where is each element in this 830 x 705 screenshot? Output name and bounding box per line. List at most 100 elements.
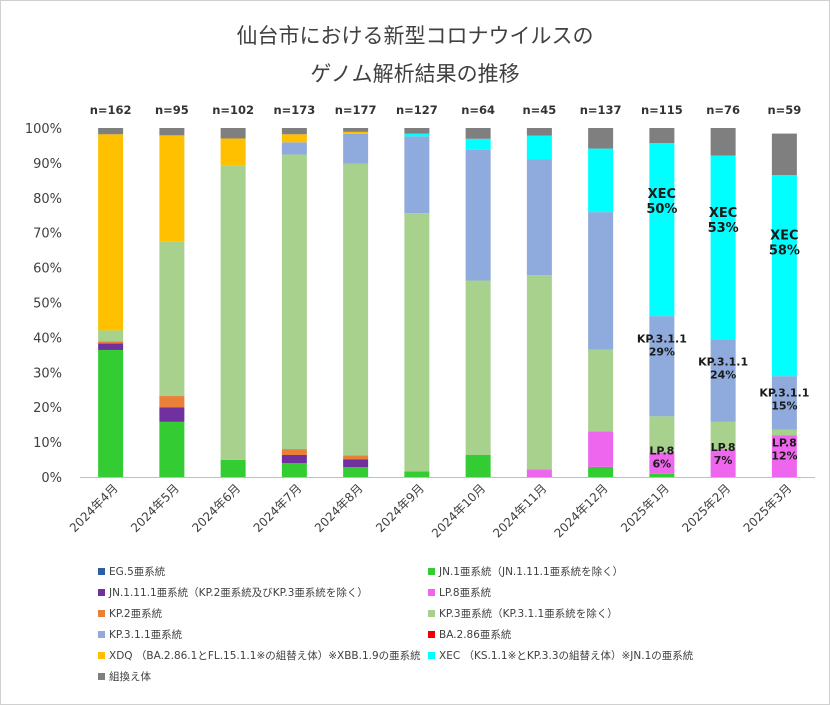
bar-segment-kp3 [343, 163, 369, 456]
y-tick-label: 50% [33, 297, 62, 312]
legend-item-ba286: BA.2.86亜系統 [428, 627, 511, 642]
bar-segment-rec [343, 128, 369, 132]
x-tick-label: 2025年1月 [618, 481, 672, 535]
bar-segment-kp311 [343, 133, 369, 164]
legend-label: EG.5亜系統 [109, 566, 166, 578]
x-tick-label: 2024年10月 [429, 481, 488, 540]
y-tick-label: 80% [33, 192, 62, 207]
bar-segment-jn1111 [98, 343, 124, 350]
bar-segment-jn1 [220, 459, 246, 477]
annotation-value: 7% [714, 454, 733, 467]
annotation-label: LP.8 [649, 444, 674, 457]
annotation-value: 53% [708, 221, 739, 236]
legend-swatch [428, 652, 435, 659]
y-tick-label: 100% [25, 122, 62, 137]
bar-segment-kp3 [771, 429, 797, 436]
legend-swatch [98, 589, 105, 596]
legend-label: 組換え体 [109, 671, 151, 683]
bar-segment-kp2 [281, 449, 307, 456]
bar-segment-xec [649, 143, 675, 317]
bar-segment-rec [220, 128, 246, 139]
legend-item-jn1111: JN.1.11.1亜系統（KP.2亜系統及びKP.3亜系統を除く） [98, 585, 368, 600]
y-tick-label: 40% [33, 331, 62, 346]
bar-segment-kp3 [526, 275, 552, 470]
bar-segment-xec [588, 148, 614, 213]
bar-segment-kp311 [404, 136, 430, 214]
legend-item-kp3: KP.3亜系統（KP.3.1.1亜系統を除く） [428, 606, 618, 621]
bar-segment-jn1 [649, 473, 675, 477]
sample-size-label: n=162 [90, 103, 132, 117]
annotation-value: 24% [710, 368, 736, 381]
x-tick-label: 2024年5月 [128, 481, 182, 535]
legend-label: JN.1.11.1亜系統（KP.2亜系統及びKP.3亜系統を除く） [109, 587, 368, 599]
annotation-label: KP.3.1.1 [698, 355, 748, 368]
bar-segment-jn1 [343, 467, 369, 477]
x-tick-label: 2025年3月 [741, 481, 795, 535]
bar-segment-xec [710, 155, 736, 340]
bar-segment-kp3 [281, 154, 307, 450]
legend-item-xdq: XDQ （BA.2.86.1とFL.15.1.1※の組替え体）※XBB.1.9の… [98, 648, 421, 663]
bar-segment-kp3 [404, 213, 430, 472]
chart-title-line2: ゲノム解析結果の推移 [310, 62, 520, 86]
y-tick-label: 30% [33, 366, 62, 381]
y-tick-label: 20% [33, 401, 62, 416]
x-tick-label: 2024年11月 [490, 481, 549, 540]
legend-label: KP.3亜系統（KP.3.1.1亜系統を除く） [439, 608, 618, 620]
bar-segment-kp3 [710, 421, 736, 450]
legend-item-jn1: JN.1亜系統（JN.1.11.1亜系統を除く） [428, 564, 623, 579]
sample-size-label: n=59 [767, 103, 801, 117]
bar-segment-lp8 [771, 435, 797, 477]
annotation-label: KP.3.1.1 [759, 387, 809, 400]
annotation-value: 50% [646, 202, 677, 217]
annotation-label: XEC [648, 187, 676, 202]
legend-label: XEC （KS.1.1※とKP.3.3の組替え体）※JN.1の亜系統 [439, 650, 694, 662]
legend-item-kp311: KP.3.1.1亜系統 [98, 627, 182, 642]
legend-item-xec: XEC （KS.1.1※とKP.3.3の組替え体）※JN.1の亜系統 [428, 648, 693, 663]
bar-segment-jn1111 [281, 455, 307, 464]
bar-segment-kp311 [281, 142, 307, 155]
legend-swatch [428, 610, 435, 617]
bar-segment-lp8 [649, 452, 675, 474]
bar-segment-lp8 [588, 431, 614, 467]
legend-label: JN.1亜系統（JN.1.11.1亜系統を除く） [439, 566, 624, 578]
bar-segment-rec [526, 128, 552, 136]
bar-segment-kp3 [588, 349, 614, 432]
bar-segment-kp2 [98, 341, 124, 344]
x-tick-label: 2025年2月 [679, 481, 733, 535]
bar-segment-xec [465, 138, 491, 150]
x-tick-label: 2024年8月 [312, 481, 366, 535]
bar-segment-rec [404, 128, 430, 134]
y-tick-label: 0% [41, 471, 62, 486]
bar-segment-kp3 [159, 241, 185, 397]
annotation-label: XEC [770, 229, 798, 244]
bar-segment-xdq [343, 131, 369, 134]
x-tick-label: 2024年9月 [373, 481, 427, 535]
sample-size-label: n=45 [522, 103, 556, 117]
sample-size-label: n=177 [335, 103, 377, 117]
annotation-label: LP.8 [711, 441, 736, 454]
sample-size-label: n=127 [396, 103, 438, 117]
bar-segment-kp3 [220, 165, 246, 460]
legend-label: BA.2.86亜系統 [439, 629, 512, 641]
bar-segment-jn1 [159, 421, 185, 477]
legend-label: XDQ （BA.2.86.1とFL.15.1.1※の組替え体）※XBB.1.9の… [109, 650, 421, 662]
bar-segment-xdq [159, 135, 185, 242]
annotation-value: 58% [769, 244, 800, 259]
x-tick-label: 2024年12月 [551, 481, 610, 540]
annotation-value: 6% [653, 457, 672, 470]
y-tick-label: 60% [33, 262, 62, 277]
legend-item-kp2: KP.2亜系統 [98, 606, 162, 621]
bar-segment-kp311 [771, 376, 797, 430]
legend-item-lp8: LP.8亜系統 [428, 585, 491, 600]
bar-segment-jn1111 [343, 459, 369, 468]
legend-item-eg5: EG.5亜系統 [98, 564, 165, 579]
bar-segment-jn1 [404, 471, 430, 477]
annotation-label: KP.3.1.1 [637, 333, 687, 346]
bar-segment-jn1 [281, 463, 307, 477]
sample-size-label: n=173 [273, 103, 315, 117]
y-tick-label: 90% [33, 157, 62, 172]
bar-segment-lp8 [710, 449, 736, 477]
bar-segment-kp311 [710, 339, 736, 422]
legend-item-rec: 組換え体 [98, 669, 151, 684]
